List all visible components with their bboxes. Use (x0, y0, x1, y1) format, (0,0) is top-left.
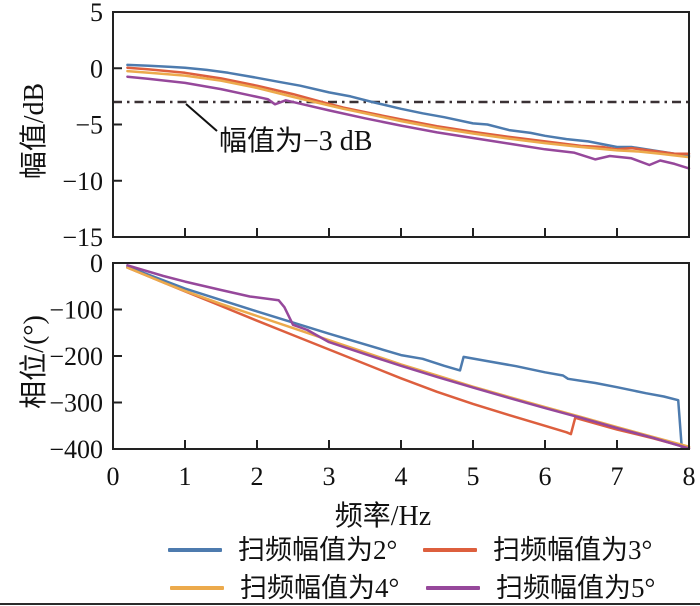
legend-item-sweep-3deg: 扫频幅值为3° (423, 535, 652, 565)
legend-line-sweep-4deg (170, 586, 224, 590)
series-sweep-3deg (126, 66, 691, 156)
legend-item-sweep-4deg: 扫频幅值为4° (170, 573, 399, 603)
x-tick-label: 7 (611, 462, 624, 491)
x-axis-label: 频率/Hz (334, 501, 432, 532)
series-sweep-4deg (126, 69, 691, 159)
y-tick-label: 5 (90, 0, 103, 27)
y-tick-label: −10 (62, 167, 103, 196)
annotation-leader-line (185, 103, 218, 132)
legend-line-sweep-3deg (423, 548, 477, 552)
legend-item-sweep-2deg: 扫频幅值为2° (168, 535, 397, 565)
legend-label: 扫频幅值为4° (240, 573, 400, 603)
x-tick-label: 6 (539, 462, 552, 491)
y-tick-label: −400 (49, 435, 103, 464)
series-sweep-5deg (126, 75, 691, 170)
y-tick-label: −15 (62, 223, 103, 252)
series-sweep-2deg (126, 265, 689, 450)
x-tick-label: 2 (251, 462, 264, 491)
y-tick-label: −100 (49, 296, 103, 325)
legend-line-sweep-5deg (426, 586, 480, 590)
legend-label: 扫频幅值为5° (496, 573, 656, 603)
legend-label: 扫频幅值为2° (238, 535, 398, 565)
y-tick-label: −200 (49, 342, 103, 371)
y-tick-label: 0 (90, 249, 103, 278)
x-tick-label: 1 (179, 462, 192, 491)
phase-y-axis-label: 相位/(°) (19, 315, 50, 409)
y-tick-label: −300 (49, 389, 103, 418)
page-bottom-rule (0, 603, 700, 605)
legend-line-sweep-2deg (168, 548, 222, 552)
y-tick-label: −5 (75, 111, 103, 140)
magnitude-plot: 5 0 −5 −10 −15 (62, 0, 691, 252)
refline-annotation: 幅值为−3 dB (219, 126, 373, 157)
x-tick-label: 0 (107, 462, 120, 491)
magnitude-y-axis-label: 幅值/dB (19, 82, 50, 180)
series-sweep-3deg (126, 266, 691, 450)
x-tick-label: 8 (683, 462, 696, 491)
x-tick-label: 5 (467, 462, 480, 491)
y-tick-label: 0 (90, 54, 103, 83)
x-tick-label: 3 (323, 462, 336, 491)
legend-item-sweep-5deg: 扫频幅值为5° (426, 573, 655, 603)
x-tick-label: 4 (395, 462, 408, 491)
series-sweep-2deg (126, 63, 691, 158)
series-sweep-5deg (126, 264, 691, 450)
legend-label: 扫频幅值为3° (493, 535, 653, 565)
